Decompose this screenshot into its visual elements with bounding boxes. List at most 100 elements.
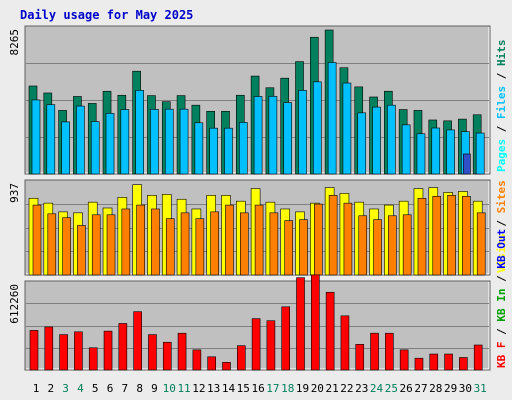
kbytes-scale-label: 612260 bbox=[8, 284, 21, 324]
sites-bar bbox=[462, 196, 471, 276]
visits-sites-legend-separator: / bbox=[495, 213, 508, 233]
kbf-bar bbox=[251, 318, 261, 371]
hits-files-pages-legend-separator: / bbox=[495, 119, 508, 139]
files-bar bbox=[313, 81, 322, 175]
files-bar bbox=[46, 104, 56, 175]
sites-bar bbox=[121, 208, 131, 276]
day-label: 6 bbox=[107, 382, 114, 395]
visits-sites-legend: Visits / Sites bbox=[495, 180, 508, 273]
kbf-bar bbox=[222, 362, 231, 371]
kbytes-legend-item: KB Out bbox=[495, 229, 508, 269]
kbf-bar bbox=[429, 353, 439, 371]
files-bar bbox=[387, 104, 396, 175]
sites-bar bbox=[269, 212, 279, 276]
sites-bar bbox=[136, 204, 145, 276]
day-label: 26 bbox=[400, 382, 413, 395]
sites-bar bbox=[32, 204, 42, 276]
day-label: 2 bbox=[47, 382, 54, 395]
kbf-bar bbox=[311, 274, 320, 371]
day-label: 16 bbox=[251, 382, 264, 395]
day-label: 25 bbox=[385, 382, 398, 395]
files-bar bbox=[135, 90, 144, 175]
files-bar bbox=[327, 62, 337, 175]
pages-bar bbox=[463, 153, 471, 175]
sites-bar bbox=[328, 195, 338, 276]
kbf-bar bbox=[355, 344, 365, 371]
day-label: 9 bbox=[151, 382, 158, 395]
files-bar bbox=[150, 109, 159, 175]
day-label: 24 bbox=[370, 382, 384, 395]
sites-bar bbox=[62, 217, 71, 276]
kbf-bar bbox=[207, 356, 216, 371]
files-bar bbox=[238, 122, 248, 175]
files-bar bbox=[372, 106, 381, 175]
sites-bar bbox=[47, 213, 57, 276]
day-label: 13 bbox=[207, 382, 220, 395]
chart-title: Daily usage for May 2025 bbox=[20, 8, 193, 22]
hits-files-pages-legend-item: Hits bbox=[495, 40, 508, 67]
sites-bar bbox=[91, 214, 101, 276]
visits-sites-legend-item: Visits bbox=[495, 233, 508, 273]
kbf-bar bbox=[177, 332, 187, 371]
sites-bar bbox=[106, 214, 116, 276]
day-label: 10 bbox=[163, 382, 176, 395]
kbf-bar bbox=[325, 291, 335, 371]
sites-bar bbox=[151, 208, 160, 276]
sites-bar bbox=[254, 204, 264, 276]
files-bar bbox=[416, 133, 426, 175]
sites-bar bbox=[358, 215, 368, 276]
sites-bar bbox=[432, 196, 442, 276]
day-label: 18 bbox=[281, 382, 294, 395]
day-label: 4 bbox=[77, 382, 84, 395]
day-label: 17 bbox=[266, 382, 279, 395]
hits-files-pages-legend-item: Files bbox=[495, 86, 508, 119]
day-label: 12 bbox=[192, 382, 205, 395]
day-label: 7 bbox=[122, 382, 129, 395]
kbf-bar bbox=[266, 320, 276, 371]
sites-bar bbox=[180, 212, 190, 276]
files-bar bbox=[283, 102, 293, 175]
kbf-bar bbox=[192, 349, 202, 371]
day-label: 31 bbox=[474, 382, 487, 395]
sites-bar bbox=[417, 197, 427, 276]
sites-bar bbox=[210, 211, 219, 276]
day-label: 14 bbox=[222, 382, 236, 395]
sites-bar bbox=[476, 212, 486, 276]
files-bar bbox=[76, 105, 85, 175]
files-bar bbox=[253, 96, 263, 175]
kbf-bar bbox=[370, 332, 379, 371]
files-bar bbox=[105, 113, 115, 175]
hits-files-pages-legend: Pages / Files / Hits bbox=[495, 40, 508, 173]
sites-bar bbox=[77, 225, 86, 276]
files-bar bbox=[401, 124, 411, 175]
files-bar bbox=[298, 90, 307, 175]
day-label: 15 bbox=[237, 382, 250, 395]
kbf-bar bbox=[103, 330, 113, 371]
panels: 8265 Pages / Files / Hits 937 Visits / Site… bbox=[8, 25, 508, 395]
visits-sites-legend-item: Sites bbox=[495, 180, 508, 213]
kbf-bar bbox=[459, 357, 468, 371]
sites-bar bbox=[314, 203, 323, 276]
kbf-bar bbox=[399, 349, 409, 371]
sites-bar bbox=[343, 202, 353, 276]
sites-bar bbox=[239, 212, 249, 276]
kbf-bar bbox=[444, 353, 453, 371]
sites-bar bbox=[402, 214, 412, 276]
hits-files-pages-legend-item: Pages bbox=[495, 139, 508, 172]
kbf-bar bbox=[236, 345, 246, 371]
day-label: 8 bbox=[136, 382, 143, 395]
files-bar bbox=[357, 112, 367, 175]
kbf-bar bbox=[148, 334, 157, 371]
sites-bar bbox=[165, 218, 175, 276]
files-bar bbox=[342, 82, 352, 175]
hits-files-pages-scale-label: 8265 bbox=[8, 29, 21, 56]
files-bar bbox=[224, 127, 233, 175]
files-bar bbox=[61, 121, 70, 175]
kbf-bar bbox=[281, 306, 291, 371]
visits-sites-scale-label: 937 bbox=[8, 183, 21, 203]
files-bar bbox=[209, 127, 218, 175]
kbytes-legend-separator: / bbox=[495, 322, 508, 342]
sites-bar bbox=[225, 204, 234, 276]
kbf-bar bbox=[414, 357, 424, 371]
